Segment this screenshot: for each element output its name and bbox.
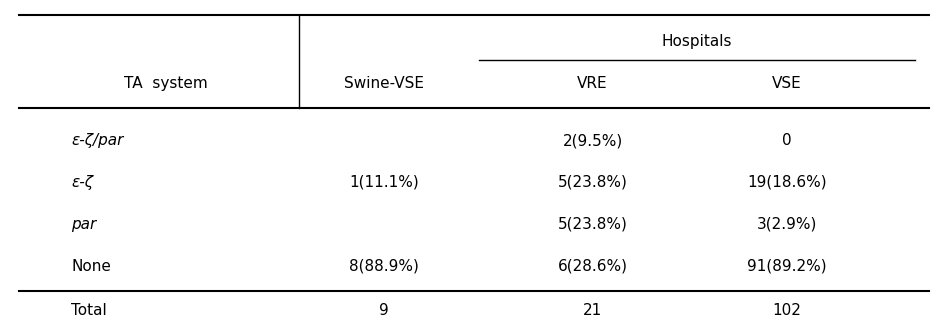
Text: Total: Total [71, 303, 107, 318]
Text: 8(88.9%): 8(88.9%) [349, 259, 419, 274]
Text: TA  system: TA system [124, 77, 208, 91]
Text: 0: 0 [782, 133, 792, 148]
Text: 5(23.8%): 5(23.8%) [557, 217, 628, 232]
Text: 102: 102 [773, 303, 801, 318]
Text: 6(28.6%): 6(28.6%) [557, 259, 628, 274]
Text: ε-ζ: ε-ζ [71, 175, 93, 190]
Text: 5(23.8%): 5(23.8%) [557, 175, 628, 190]
Text: 91(89.2%): 91(89.2%) [747, 259, 827, 274]
Text: VRE: VRE [577, 77, 608, 91]
Text: par: par [71, 217, 97, 232]
Text: ε-ζ/par: ε-ζ/par [71, 133, 123, 148]
Text: VSE: VSE [772, 77, 802, 91]
Text: 2(9.5%): 2(9.5%) [562, 133, 623, 148]
Text: Swine-VSE: Swine-VSE [344, 77, 424, 91]
Text: 1(11.1%): 1(11.1%) [349, 175, 419, 190]
Text: None: None [71, 259, 111, 274]
Text: 3(2.9%): 3(2.9%) [757, 217, 817, 232]
Text: 19(18.6%): 19(18.6%) [747, 175, 827, 190]
Text: Hospitals: Hospitals [662, 35, 732, 49]
Text: 21: 21 [583, 303, 602, 318]
Text: 9: 9 [379, 303, 389, 318]
